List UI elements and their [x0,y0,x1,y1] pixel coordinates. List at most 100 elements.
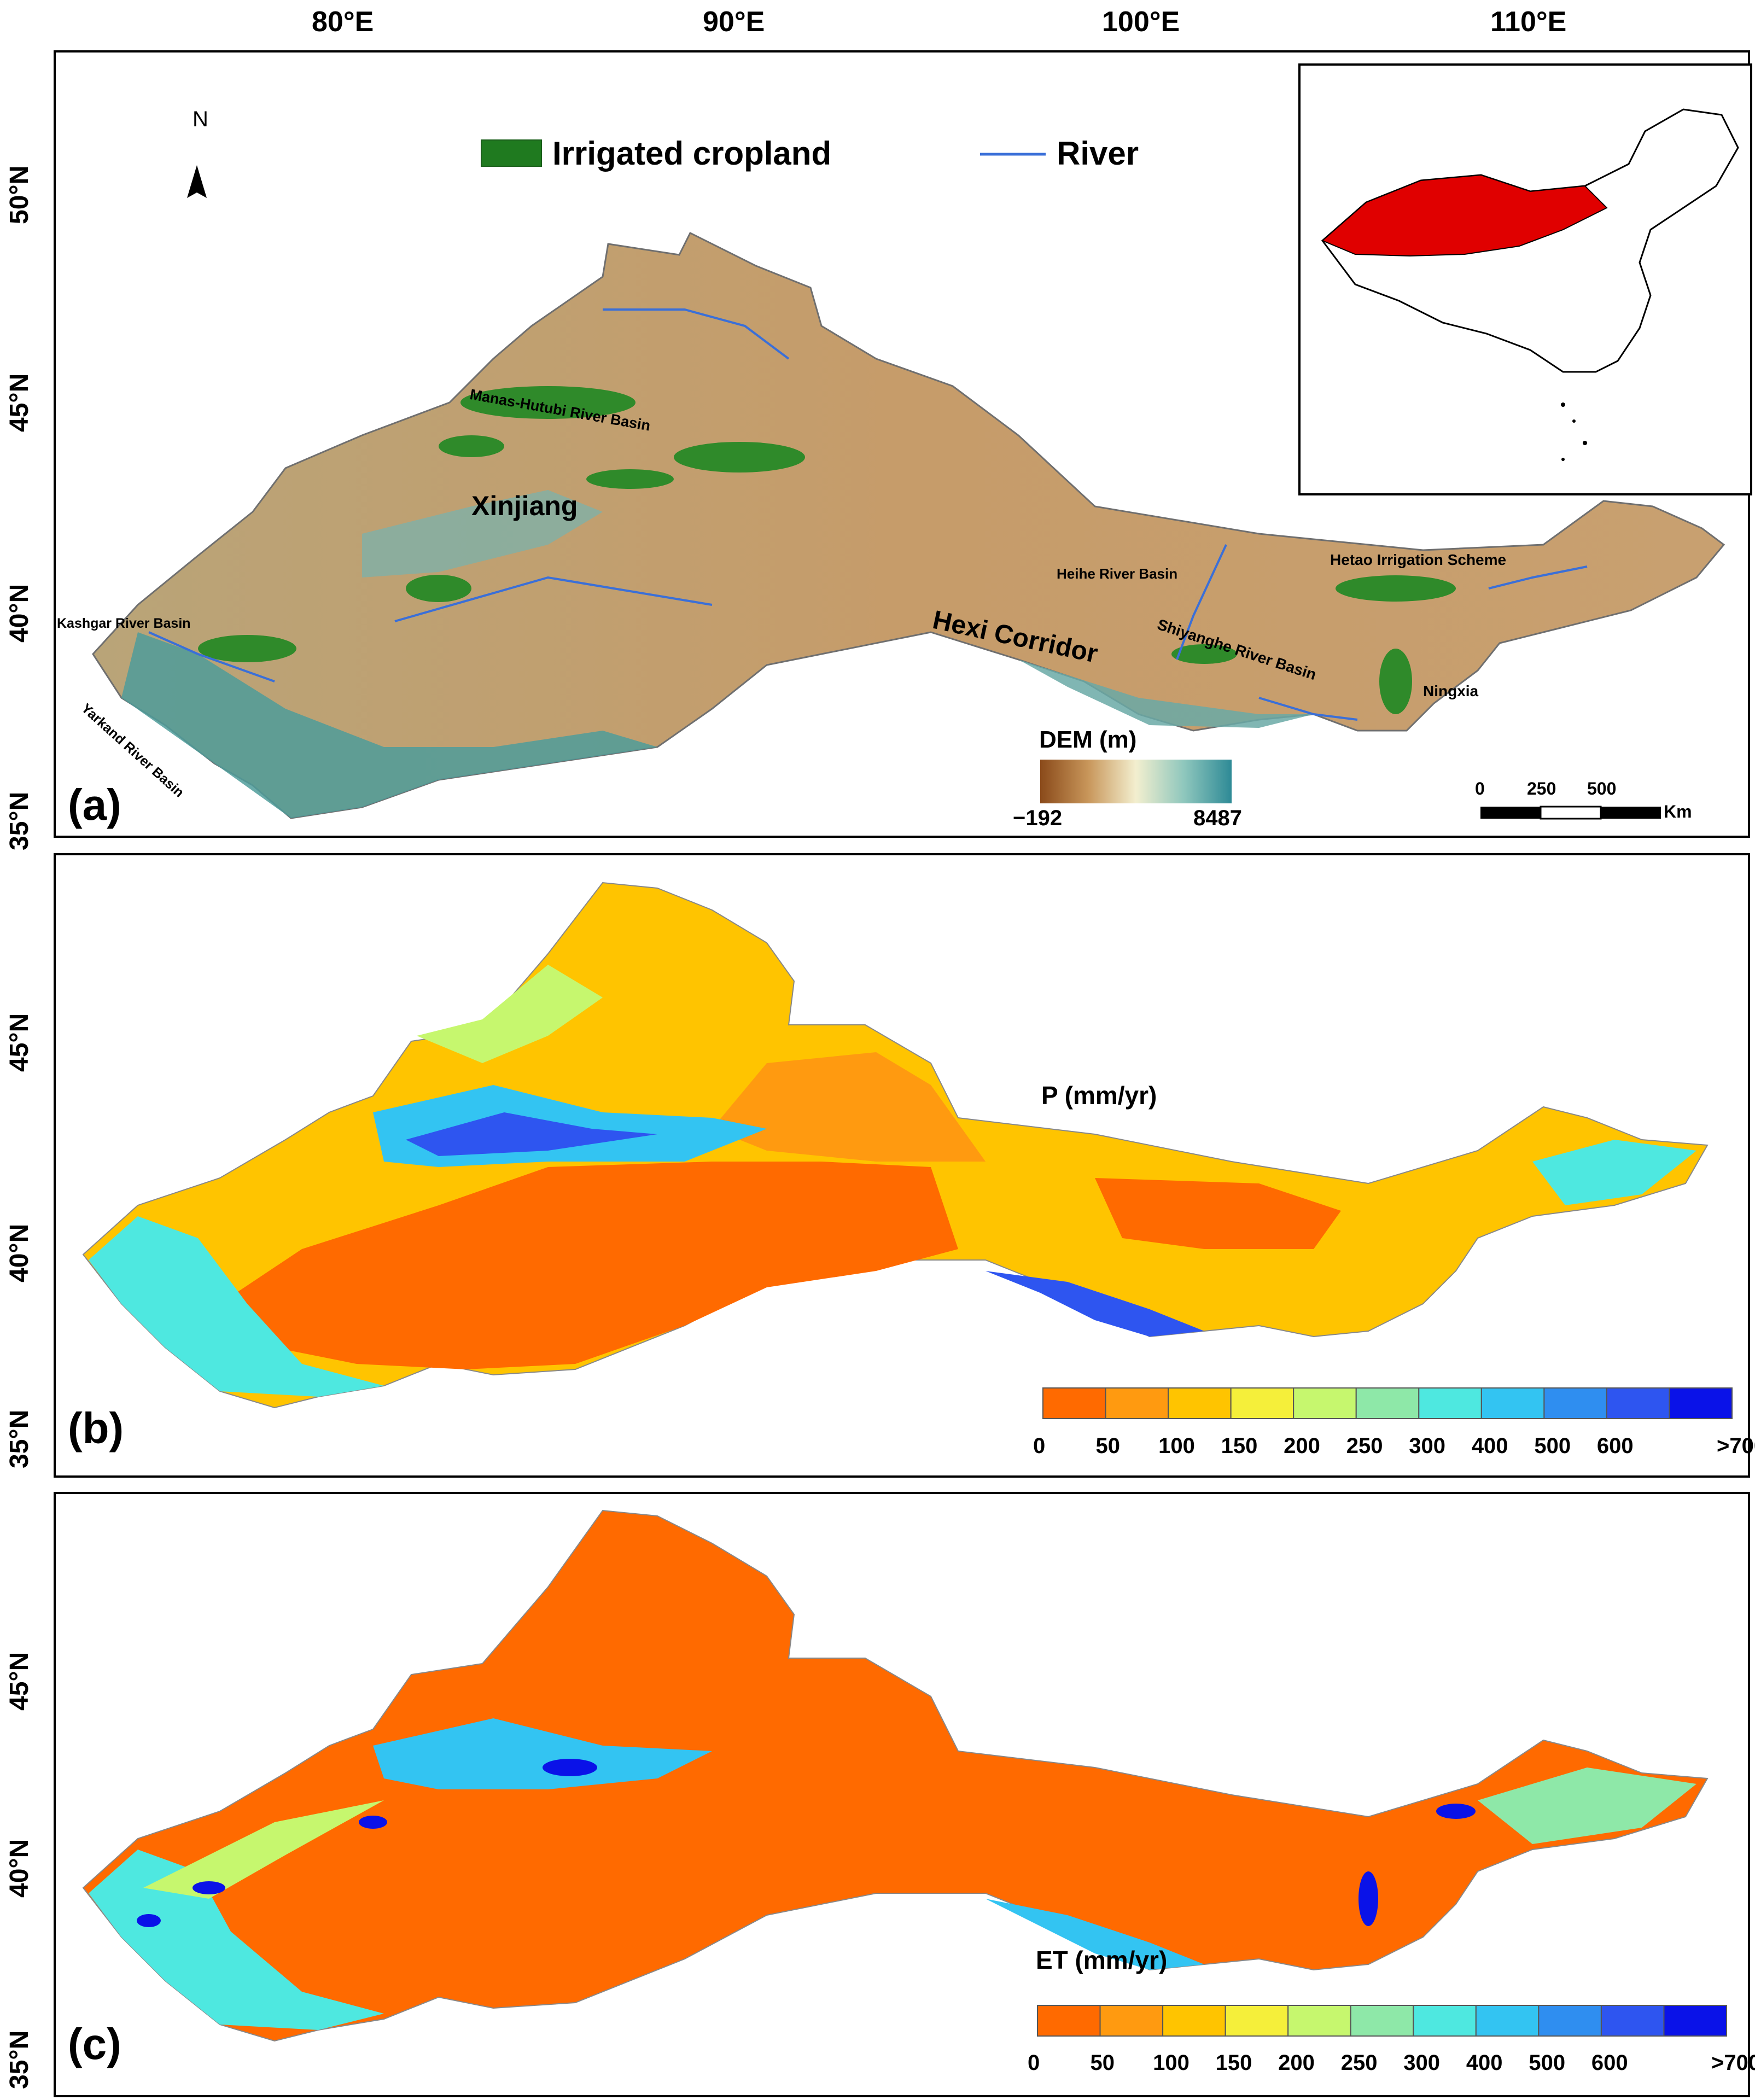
p-wet-altai [417,965,603,1063]
place-heihe: Heihe River Basin [1057,565,1178,582]
scale-tick-250: 250 [1527,779,1556,798]
et-class-swatch [1600,2005,1665,2037]
p-wet-tianshan-core [406,1112,657,1156]
lon-tick-110: 110°E [1490,6,1567,38]
lon-tick-80: 80°E [312,6,374,38]
p-wet-east [1532,1140,1696,1205]
et-irrigated-hotspots [137,1759,1476,1927]
et-class-swatch [1475,2005,1540,2037]
panel-b-letter: (b) [68,1404,124,1452]
panel-a: N Irrigated cropland River Xinjiang Hexi… [54,50,1752,838]
legend-cropland-label: Irrigated cropland [552,135,832,172]
panel-c-lat-35: 35°N [5,2030,34,2089]
panel-a-map [92,139,1725,820]
scale-tick-0: 0 [1475,779,1485,798]
place-kashgar: Kashgar River Basin [57,616,191,631]
legend-river-label: River [1057,135,1139,172]
qilian-mountains [1018,660,1314,728]
panel-b-lat-45: 45°N [5,1013,34,1072]
panel-a-lat-45: 45°N [5,373,34,432]
et-class-swatch [1663,2005,1728,2037]
et-wet-qilian [986,1899,1204,1970]
panel-a-lat-35: 35°N [5,791,34,850]
panel-a-lat-40: 40°N [5,584,34,643]
p-class-label: 100 [1158,1434,1195,1458]
p-wet-kunlun [89,1216,384,1397]
p-class-swatch [1418,1387,1482,1419]
p-class-label: >700 [1717,1434,1755,1458]
kunlun-mountains [121,632,657,818]
china-inset [1298,63,1752,495]
panel-a-lat-50: 50°N [5,165,34,224]
p-wet-qilian [986,1271,1204,1337]
panel-b-map [82,882,1733,1419]
place-ningxia: Ningxia [1423,682,1479,699]
p-class-swatch [1606,1387,1670,1419]
panel-b-lat-35: 35°N [5,1409,34,1468]
lon-tick-100: 100°E [1102,6,1180,38]
et-class-swatch [1538,2005,1602,2037]
et-class-label: 200 [1278,2051,1315,2075]
p-class-label: 0 [1033,1434,1046,1458]
et-region-base [82,1509,1709,2042]
p-class-swatch [1230,1387,1295,1419]
panel-c-lat-40: 40°N [5,1839,34,1898]
p-class-label: 500 [1534,1434,1571,1458]
et-legend-bar [1037,2005,1728,2037]
et-class-swatch [1099,2005,1164,2037]
et-wet-tianshan [373,1718,712,1789]
p-legend-title: P (mm/yr) [1041,1081,1157,1110]
north-label: N [193,107,208,131]
et-class-label: 600 [1591,2051,1628,2075]
et-class-label: 0 [1028,2051,1040,2075]
panel-c-lat-45: 45°N [5,1652,34,1711]
dem-colorbar [1040,760,1232,803]
scale-bar [1480,806,1661,820]
lon-tick-90: 90°E [703,6,765,38]
p-class-swatch [1543,1387,1607,1419]
et-class-label: 150 [1215,2051,1252,2075]
p-class-label: 200 [1284,1434,1320,1458]
et-class-label: 300 [1403,2051,1441,2075]
et-wet-kunlun [89,1850,384,2030]
dem-title: DEM (m) [1039,726,1137,753]
et-class-swatch [1350,2005,1414,2037]
p-class-swatch [1168,1387,1232,1419]
et-class-swatch [1162,2005,1226,2037]
place-xinjiang: Xinjiang [471,491,578,521]
panel-a-letter: (a) [68,780,121,829]
cropland-patches [198,386,1456,714]
panel-c: ET (mm/yr) 0 50 100 150 200 250 300 400 500 600 >7… [54,1492,1755,2097]
p-class-swatch [1355,1387,1420,1419]
north-arrow-icon [187,165,207,198]
et-class-label: 100 [1153,2051,1190,2075]
et-class-swatch [1287,2005,1351,2037]
et-wet-east [1478,1768,1696,1844]
p-class-swatch [1105,1387,1169,1419]
panel-b-lat-40: 40°N [5,1223,34,1282]
p-dry-core [220,1162,958,1369]
dem-min: −192 [1013,806,1063,830]
south-china-sea-islands [1561,402,1587,461]
et-class-swatch [1225,2005,1289,2037]
et-legend-title: ET (mm/yr) [1036,1946,1168,1974]
rivers [148,308,1588,721]
p-class-swatch [1480,1387,1545,1419]
scale-unit: Km [1664,802,1692,821]
et-class-swatch [1413,2005,1477,2037]
panel-b: P (mm/yr) 0 50 100 150 200 250 300 400 500 600 >70… [54,853,1755,1478]
panel-c-letter: (c) [68,2020,121,2068]
legend-cropland-swatch [481,139,542,167]
p-class-swatch [1293,1387,1357,1419]
place-hetao: Hetao Irrigation Scheme [1330,551,1507,568]
p-class-label: 250 [1346,1434,1383,1458]
scale-tick-500: 500 [1587,779,1617,798]
et-wet-south-rim [143,1800,384,1899]
et-class-swatch [1037,2005,1101,2037]
p-class-label: 50 [1095,1434,1121,1458]
p-dry-north [712,1052,986,1162]
p-class-label: 150 [1221,1434,1258,1458]
p-class-label: 400 [1471,1434,1508,1458]
dem-max: 8487 [1193,806,1242,830]
northwest-china-region [1321,174,1608,257]
